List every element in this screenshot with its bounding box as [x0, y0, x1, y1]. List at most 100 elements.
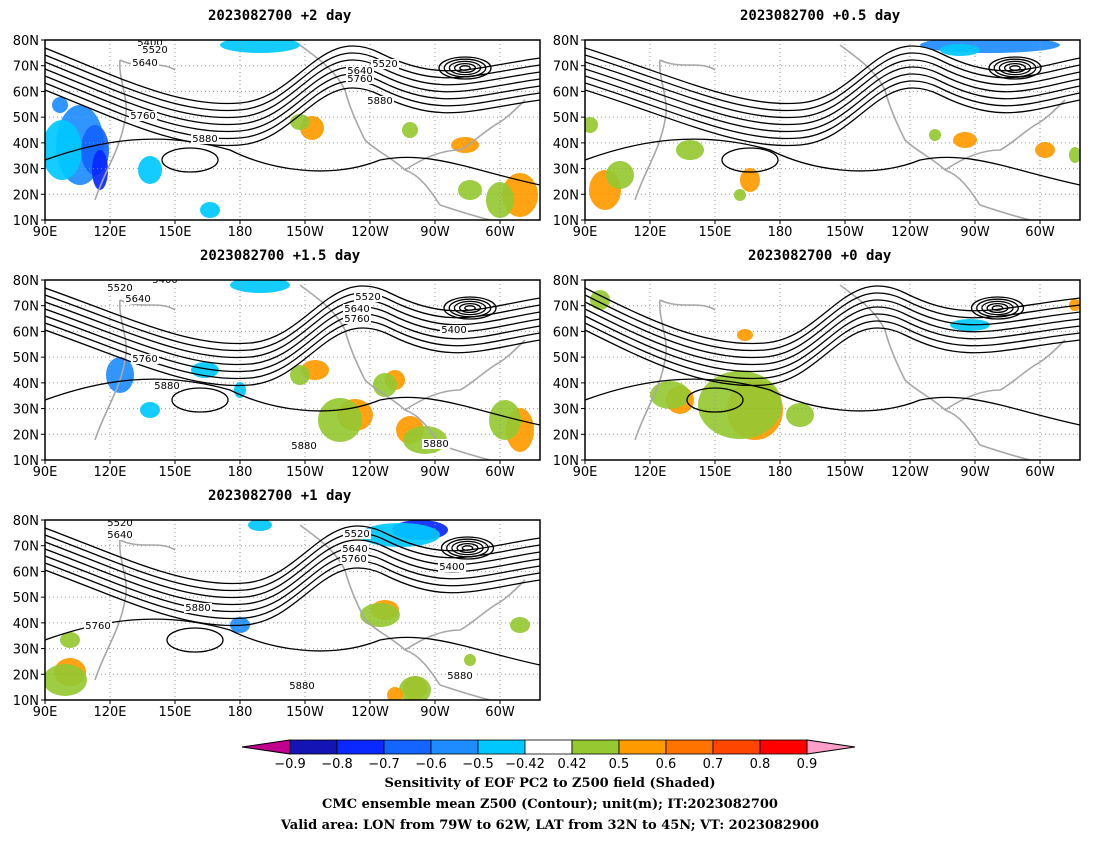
- low-center-contour: [456, 542, 479, 554]
- lon-tick-label: 90W: [420, 705, 450, 720]
- lat-tick-label: 80N: [13, 34, 39, 49]
- shading-patch: [402, 122, 418, 138]
- coastline: [404, 99, 526, 171]
- lon-tick-label: 90E: [573, 465, 598, 480]
- colorbar-label: −0.7: [368, 757, 400, 768]
- lat-tick-label: 70N: [13, 60, 39, 75]
- lat-tick-label: 20N: [13, 188, 39, 203]
- map-panel-plus0day: 2023082700 +0 day 5640552056405760576058…: [540, 240, 1090, 480]
- shading-patch: [45, 664, 87, 696]
- coastline: [659, 299, 716, 311]
- lon-tick-label: 180: [768, 465, 793, 480]
- lat-tick-label: 20N: [13, 668, 39, 683]
- z500-contour: [585, 87, 1080, 147]
- shading-patch: [52, 97, 68, 113]
- colorbar-cell: [241, 739, 291, 755]
- z500-contour: [45, 285, 540, 345]
- low-center-contour: [988, 56, 1042, 80]
- lon-tick-label: 120E: [633, 465, 666, 480]
- lon-tick-label: 120E: [93, 465, 126, 480]
- lat-tick-label: 10N: [553, 454, 579, 469]
- footer-line-2: CMC ensemble mean Z500 (Contour); unit(m…: [322, 797, 778, 812]
- footer-line-1: Sensitivity of EOF PC2 to Z500 field (Sh…: [384, 776, 716, 791]
- lon-tick-label: 180: [228, 225, 253, 240]
- z500-contour: [45, 546, 540, 606]
- z500-contour: [45, 66, 540, 126]
- lat-tick-label: 60N: [553, 85, 579, 100]
- shading-patch: [138, 156, 162, 184]
- coastline: [439, 684, 491, 700]
- contour-label: 5640: [342, 544, 367, 555]
- shading-patch: [737, 329, 753, 341]
- coastline: [979, 444, 1031, 460]
- contour-label: 5400: [441, 325, 466, 336]
- lon-tick-label: 120E: [93, 705, 126, 720]
- lon-tick-label: 180: [228, 465, 253, 480]
- lon-tick-label: 90W: [960, 225, 990, 240]
- map-plot: 5640552056405760576058805880588080N70N60…: [553, 274, 1081, 480]
- lon-tick-label: 120E: [633, 225, 666, 240]
- colorbar-cell: [665, 739, 714, 755]
- map-frame: [44, 519, 541, 701]
- lat-tick-label: 30N: [13, 163, 39, 178]
- shading-patch: [360, 523, 440, 547]
- lat-tick-label: 20N: [13, 428, 39, 443]
- low-center-contour: [461, 545, 474, 551]
- lon-tick-label: 150W: [826, 465, 864, 480]
- shading-patch: [489, 400, 521, 440]
- low-center-contour: [998, 60, 1032, 76]
- low-center-contour: [440, 536, 495, 560]
- lat-tick-label: 40N: [13, 377, 39, 392]
- lon-tick-label: 60W: [485, 225, 515, 240]
- contour-label: 5400: [439, 562, 464, 573]
- high-center-contour: [166, 627, 224, 653]
- lat-tick-label: 60N: [13, 325, 39, 340]
- shading-patch: [585, 117, 598, 133]
- z500-contour: [585, 73, 1080, 133]
- contour-label: 5520: [107, 518, 132, 529]
- lon-tick-label: 90E: [33, 705, 58, 720]
- footer-line-3: Valid area: LON from 79W to 62W, LAT fro…: [280, 818, 820, 833]
- colorbar-label: −0.8: [321, 757, 353, 768]
- lon-tick-label: 150W: [286, 705, 324, 720]
- contour-label: 5760: [85, 621, 110, 632]
- shading-patch: [451, 137, 479, 153]
- lat-tick-label: 80N: [13, 514, 39, 529]
- shading-patch: [220, 40, 300, 53]
- colorbar-cell: [383, 739, 432, 755]
- lat-tick-label: 40N: [13, 137, 39, 152]
- map-panel-plus1day: 2023082700 +1 day 5520 5640 5520 5640 5760 54…: [0, 480, 550, 720]
- shading-patch: [60, 632, 80, 648]
- colorbar-label: 0.7: [703, 757, 724, 768]
- lat-tick-label: 40N: [13, 617, 39, 632]
- lat-tick-label: 60N: [553, 325, 579, 340]
- colorbar-label: −0.5: [462, 757, 494, 768]
- low-center-contour: [991, 305, 1004, 311]
- contour-label: 5640: [347, 66, 372, 77]
- shading-patch: [248, 520, 272, 531]
- lon-tick-label: 120W: [351, 465, 389, 480]
- lon-tick-label: 60W: [1025, 225, 1055, 240]
- lat-tick-label: 70N: [13, 300, 39, 315]
- colorbar-label: −0.9: [274, 757, 306, 768]
- low-center-contour: [443, 58, 487, 78]
- shading-patch: [230, 280, 290, 293]
- lat-tick-label: 10N: [13, 214, 39, 229]
- colorbar-label: 0.8: [750, 757, 771, 768]
- high-center-contour: [171, 387, 229, 413]
- shading-patch: [106, 357, 134, 393]
- shading-patch: [940, 44, 980, 56]
- contour-label: 5640: [125, 294, 150, 305]
- contour-label: 5520: [142, 45, 167, 56]
- lon-tick-label: 120W: [351, 705, 389, 720]
- colorbar-label: −0.6: [415, 757, 447, 768]
- lat-tick-label: 80N: [13, 274, 39, 289]
- lat-tick-label: 30N: [553, 403, 579, 418]
- z500-contour: [585, 327, 1080, 387]
- contour-label: 5760: [347, 74, 372, 85]
- coastline: [839, 284, 981, 446]
- z500-contour: [585, 138, 1080, 186]
- shading-patch: [318, 398, 362, 442]
- lon-tick-label: 150E: [158, 705, 191, 720]
